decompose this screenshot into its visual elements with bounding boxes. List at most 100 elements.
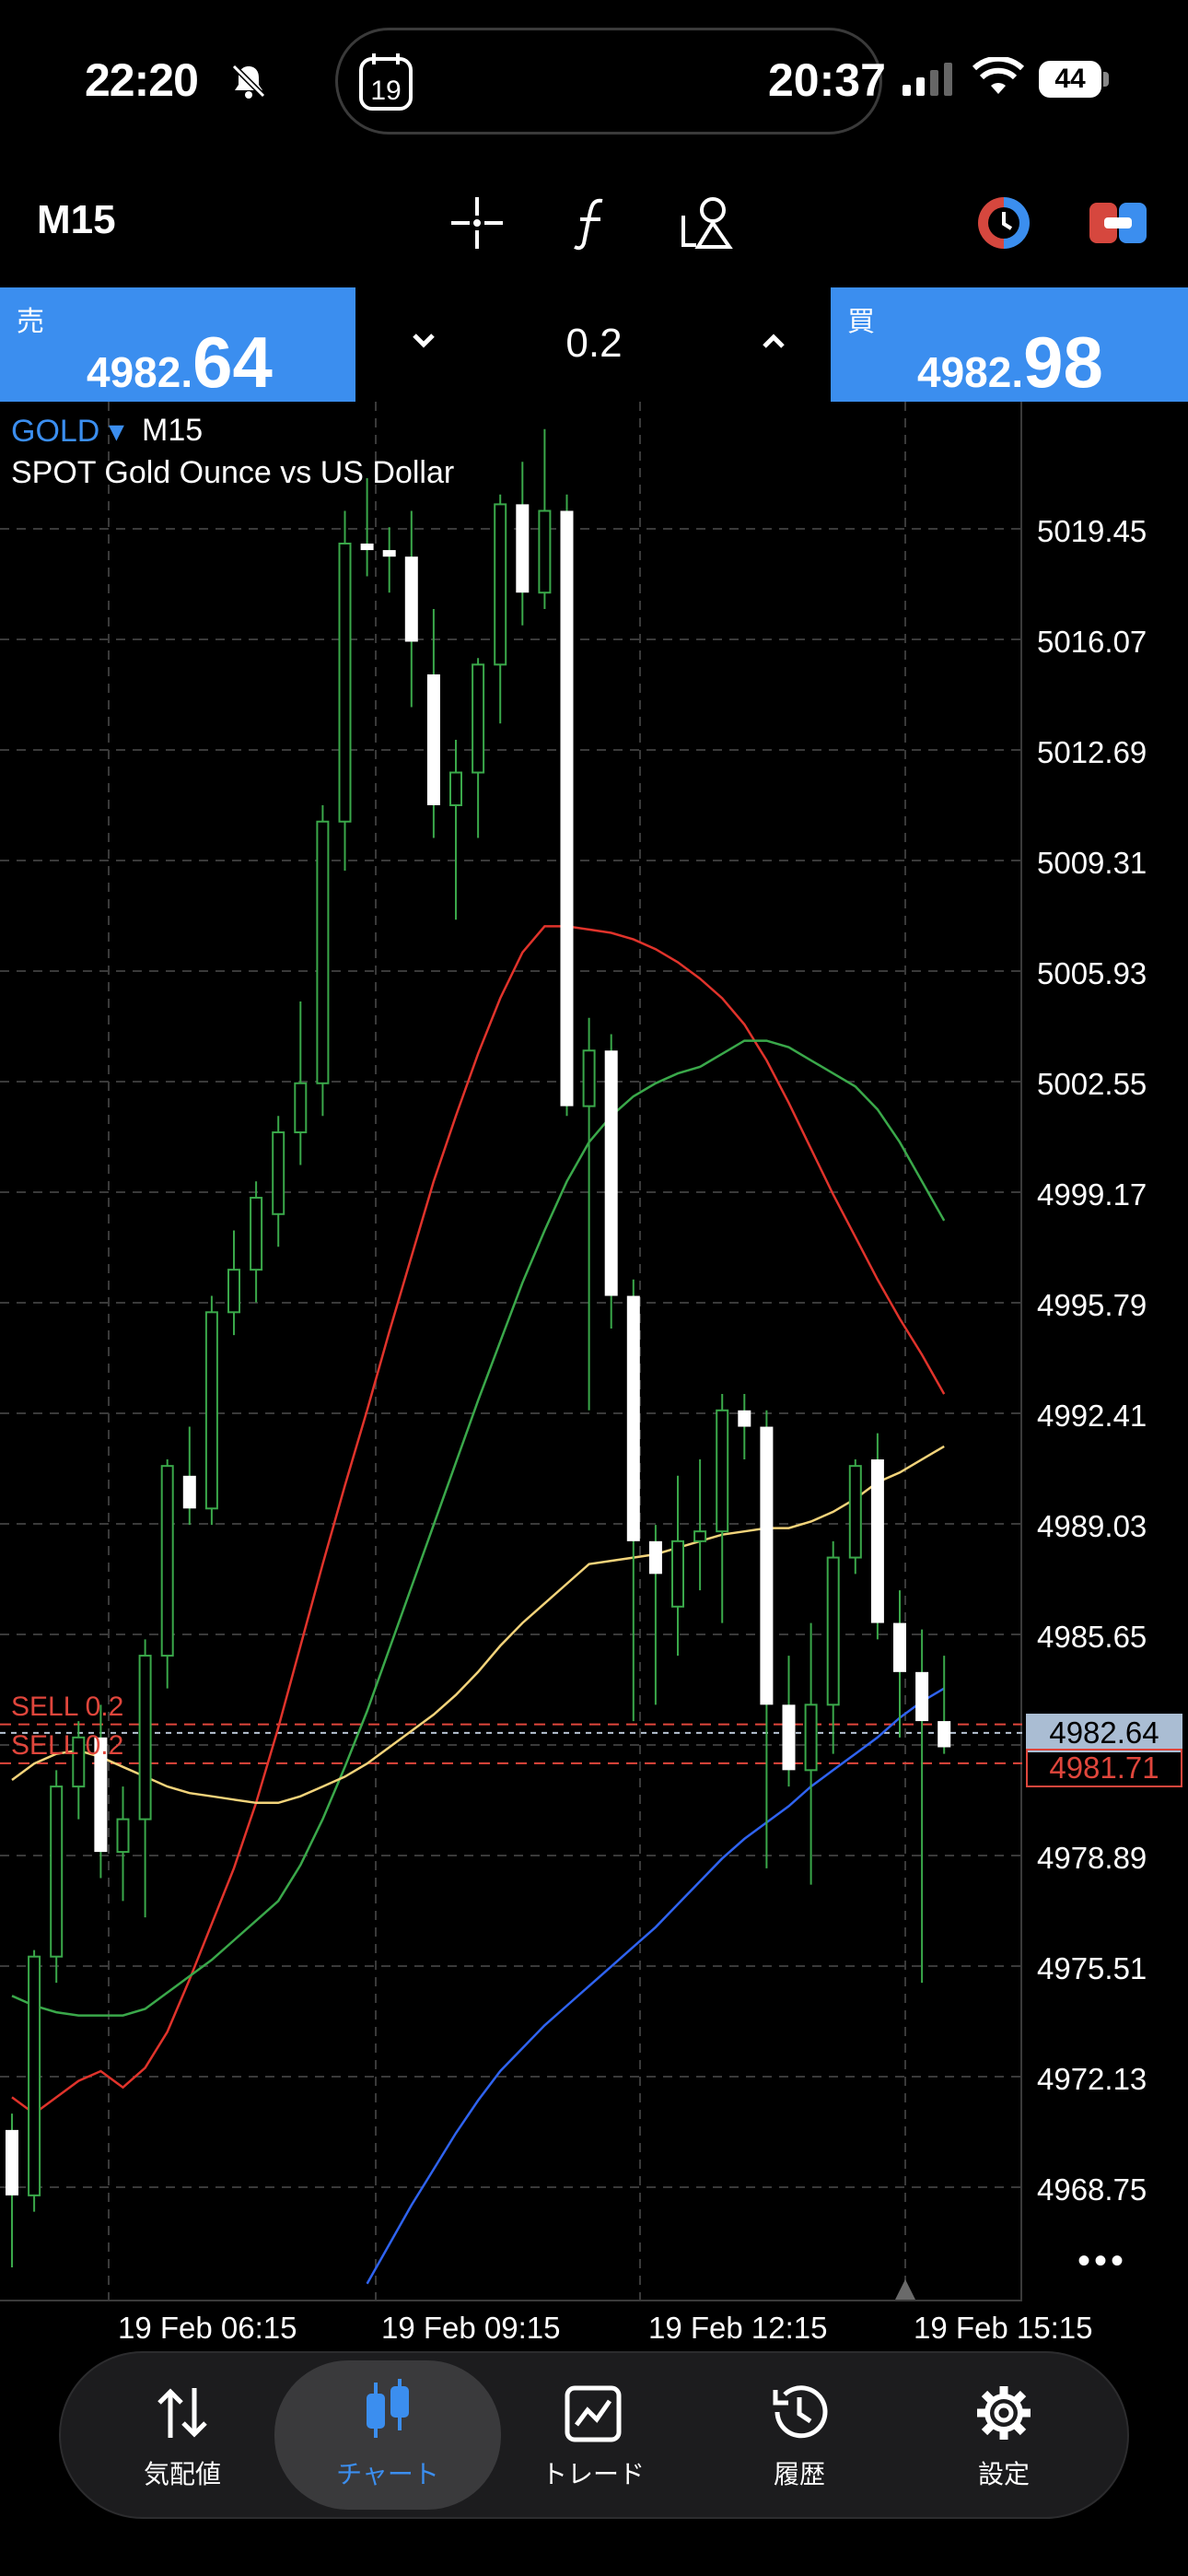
candle-bull — [338, 542, 352, 823]
candle-bull — [138, 1655, 152, 1821]
one-click-trading-icon[interactable] — [971, 190, 1037, 256]
price-axis-label: 5016.07 — [1037, 625, 1147, 659]
candle-bull — [72, 1736, 86, 1788]
candle-bull — [494, 503, 507, 666]
price-axis-label: 4978.89 — [1037, 1841, 1147, 1875]
price-axis-label: 4995.79 — [1037, 1288, 1147, 1322]
order-line-label[interactable]: SELL 0.2 — [11, 1692, 124, 1722]
price-axis-label: 4989.03 — [1037, 1509, 1147, 1543]
bottom-navigation — [59, 2351, 1129, 2519]
candle-bear — [6, 2129, 18, 2195]
nav-label: トレード — [541, 2460, 645, 2488]
island-timer: 20:37 — [768, 54, 886, 106]
status-clock: 22:20 — [85, 54, 199, 106]
price-axis-label: 4999.17 — [1037, 1177, 1147, 1212]
account-icon[interactable] — [1085, 190, 1151, 256]
nav-label: チャート — [336, 2460, 439, 2488]
buy-button[interactable]: 買 4982.98 — [831, 287, 1188, 404]
order-line-label[interactable]: SELL 0.2 — [11, 1730, 124, 1761]
bell-muted-icon — [228, 61, 269, 106]
price-axis-label: 4968.75 — [1037, 2172, 1147, 2207]
buy-price-pips: 98 — [1023, 322, 1103, 403]
candle-bear — [182, 1475, 196, 1509]
candle-bear — [382, 550, 396, 557]
candle-bull — [472, 663, 485, 774]
symbol-name[interactable]: GOLD — [11, 414, 100, 449]
quotes-icon — [81, 2360, 284, 2443]
nav-chart[interactable]: チャート — [274, 2360, 501, 2510]
candle-bear — [360, 543, 374, 551]
sell-price-pips: 64 — [192, 322, 273, 403]
sell-label: 売 — [17, 307, 44, 337]
time-axis-label: 19 Feb 15:15 — [914, 2311, 1093, 2345]
dynamic-island — [335, 28, 882, 135]
objects-icon[interactable] — [674, 190, 740, 256]
nav-quotes[interactable]: 気配値 — [81, 2360, 284, 2510]
calendar-icon: 19 — [357, 52, 414, 117]
chart-area[interactable] — [0, 402, 1022, 2301]
candle-bear — [560, 510, 574, 1107]
price-axis-label: 4975.51 — [1037, 1951, 1147, 1985]
wifi-icon — [972, 55, 1025, 100]
candle-bull — [826, 1556, 840, 1706]
candle-bull — [250, 1197, 263, 1271]
moving-average-blue — [366, 1687, 945, 2285]
sell-price: 4982.64 — [87, 321, 273, 404]
volume-decrease-button[interactable] — [396, 319, 451, 369]
candle-bull — [204, 1311, 218, 1510]
price-axis-label: 5009.31 — [1037, 846, 1147, 880]
candle-bear — [426, 673, 440, 805]
price-axis-label: 5012.69 — [1037, 735, 1147, 769]
candle-bull — [28, 1955, 41, 2196]
nav-label: 設定 — [977, 2460, 1030, 2488]
candle-bull — [804, 1704, 818, 1772]
candle-bull — [272, 1131, 285, 1215]
time-axis-label: 19 Feb 12:15 — [648, 2311, 828, 2345]
moving-average-red — [11, 925, 946, 2115]
price-chart[interactable] — [0, 402, 1022, 2301]
candle-bear — [870, 1459, 884, 1623]
symbol-description: SPOT Gold Ounce vs US Dollar — [11, 455, 455, 490]
candle-bear — [760, 1426, 774, 1705]
buy-price-main: 4982. — [917, 348, 1024, 396]
nav-label: 履歴 — [773, 2460, 825, 2488]
candle-bull — [693, 1530, 707, 1542]
nav-history[interactable]: 履歴 — [698, 2360, 901, 2510]
chart-timeframe: M15 — [142, 413, 204, 448]
symbol-dropdown-icon[interactable]: ▾ — [108, 414, 124, 449]
volume-control — [355, 287, 831, 402]
nav-label: 気配値 — [143, 2460, 221, 2488]
more-options-button[interactable]: ••• — [1077, 2241, 1128, 2281]
price-axis-label: 5005.93 — [1037, 956, 1147, 990]
volume-input[interactable]: 0.2 — [565, 321, 623, 366]
function-icon[interactable] — [558, 190, 624, 256]
calendar-day: 19 — [370, 76, 401, 106]
candle-bear — [626, 1295, 640, 1541]
sell-button[interactable]: 売 4982.64 — [0, 287, 355, 404]
candle-bear — [94, 1737, 108, 1853]
candle-bear — [915, 1671, 929, 1722]
chart-symbol[interactable]: GOLD ▾ — [11, 413, 124, 450]
candle-bear — [938, 1721, 951, 1748]
candle-bear — [782, 1704, 796, 1771]
crosshair-icon[interactable] — [444, 190, 510, 256]
order-price-label: 4981.71 — [1026, 1749, 1182, 1787]
candle-bear — [738, 1410, 751, 1427]
price-axis-label: 5002.55 — [1037, 1067, 1147, 1101]
history-icon — [698, 2360, 901, 2443]
candle-bull — [538, 509, 552, 594]
volume-increase-button[interactable] — [746, 319, 801, 369]
nav-settings[interactable]: 設定 — [903, 2360, 1105, 2510]
battery-indicator: 44 — [1039, 61, 1101, 98]
candle-bull — [582, 1049, 596, 1107]
candle-bull — [671, 1540, 684, 1608]
nav-trade[interactable]: トレード — [492, 2360, 694, 2510]
candle-bear — [893, 1622, 906, 1672]
candle-bull — [116, 1818, 130, 1854]
candle-bull — [160, 1465, 174, 1657]
buy-price: 4982.98 — [917, 321, 1103, 404]
candle-bear — [604, 1050, 618, 1296]
price-axis-label: 4985.65 — [1037, 1620, 1147, 1654]
candle-bear — [648, 1540, 662, 1575]
timeframe-button[interactable]: M15 — [37, 197, 116, 242]
